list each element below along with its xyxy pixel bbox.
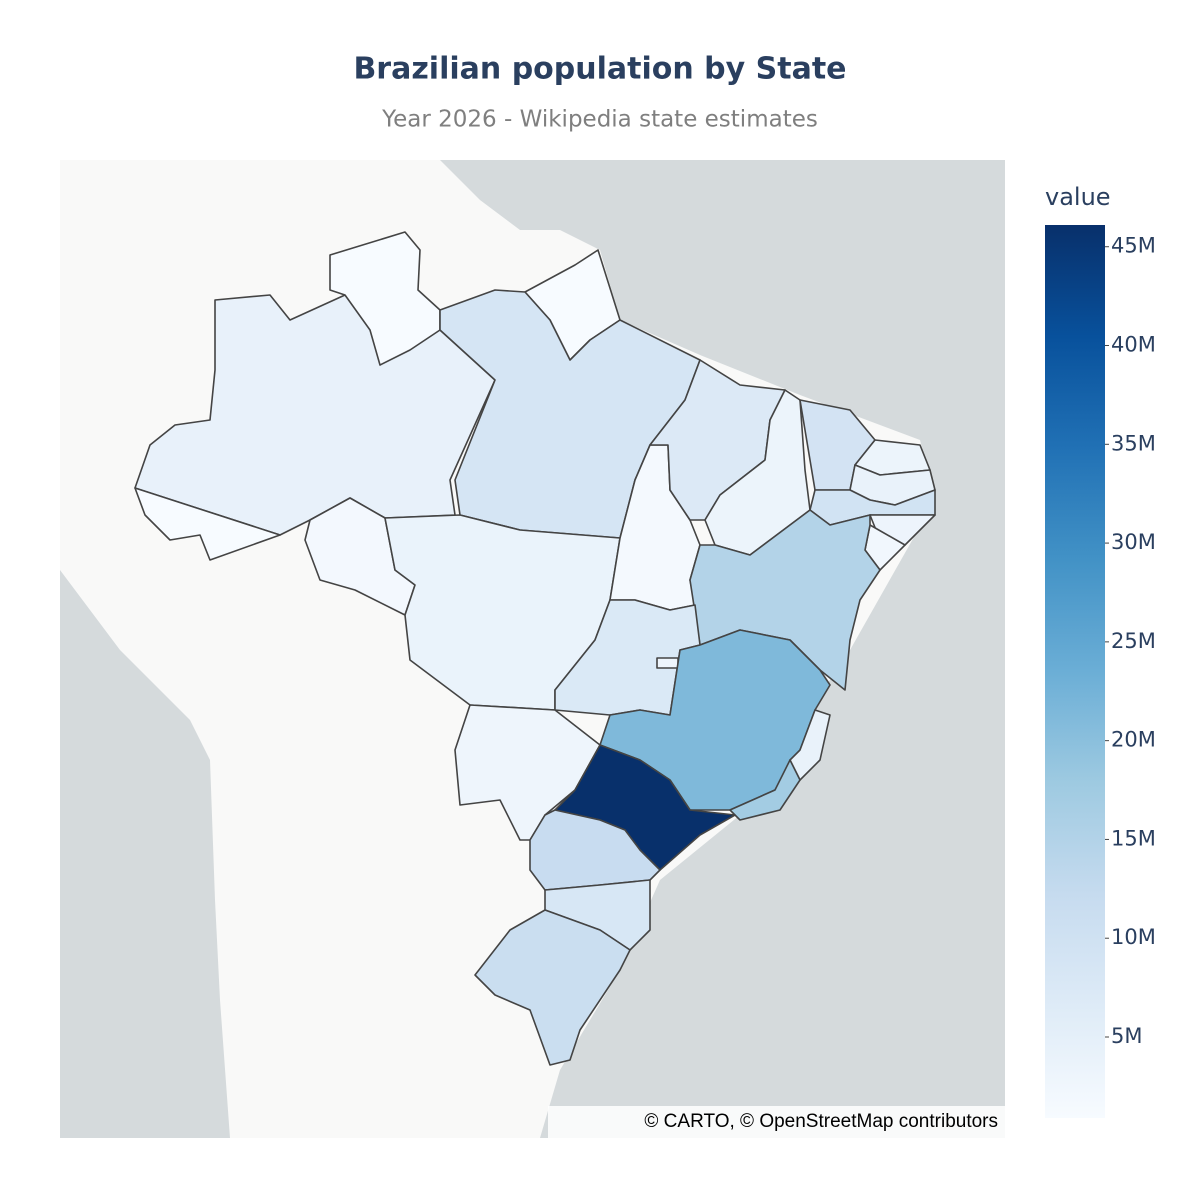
chart-subtitle: Year 2026 - Wikipedia state estimates [381,107,818,133]
state [134,487,281,561]
ocean [440,160,1005,1138]
state [474,909,631,1066]
state [729,759,801,821]
state [529,809,661,891]
colorbar-tick-label: 5M [1111,1024,1142,1048]
state [329,231,441,366]
colorbar-tick-label: 10M [1111,925,1156,949]
colorbar-tick-label: 35M [1111,431,1156,455]
ocean [60,570,230,1138]
colorbar-tick-label: 20M [1111,728,1156,752]
chart-title: Brazilian population by State [353,52,846,87]
map [60,160,1005,1138]
colorbar-tick-label: 45M [1111,234,1156,258]
colorbar-tick-label: 25M [1111,629,1156,653]
attribution-bg [548,1106,1005,1138]
colorbar-title: value [1045,183,1111,211]
state [689,509,881,691]
colorbar-tick-label: 15M [1111,826,1156,850]
colorbar [1045,225,1105,1118]
colorbar-tick-label: 30M [1111,530,1156,554]
state [656,657,679,669]
colorbar-tick-label: 40M [1111,333,1156,357]
states [134,231,936,1066]
attribution: © CARTO, © OpenStreetMap contributors [644,1111,998,1132]
